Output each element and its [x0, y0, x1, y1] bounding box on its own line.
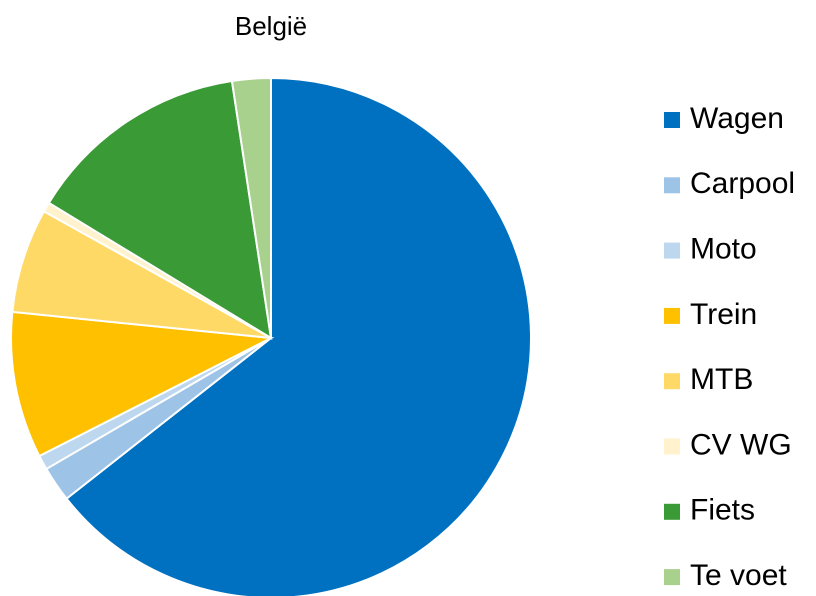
legend-swatch	[664, 242, 680, 259]
chart-title: België	[235, 11, 307, 41]
pie-slice	[47, 79, 273, 340]
legend-label: Carpool	[690, 167, 795, 200]
legend-label: Fiets	[690, 494, 755, 527]
legend-swatch	[664, 373, 680, 390]
legend-swatch	[664, 177, 680, 194]
legend-label: CV WG	[690, 428, 792, 461]
legend-swatch	[664, 112, 680, 128]
legend-label: Wagen	[690, 102, 784, 135]
legend-label: Te voet	[690, 559, 787, 592]
legend-label: MTB	[690, 363, 753, 396]
legend-label: Trein	[690, 298, 757, 331]
pie-slice	[65, 76, 532, 596]
legend-swatch	[664, 503, 680, 520]
pie-slice	[10, 310, 275, 458]
legend-swatch	[664, 307, 680, 324]
legend-swatch	[664, 569, 680, 586]
pie-slice	[230, 76, 272, 339]
legend-swatch	[664, 438, 680, 455]
legend-label: Moto	[690, 233, 757, 266]
